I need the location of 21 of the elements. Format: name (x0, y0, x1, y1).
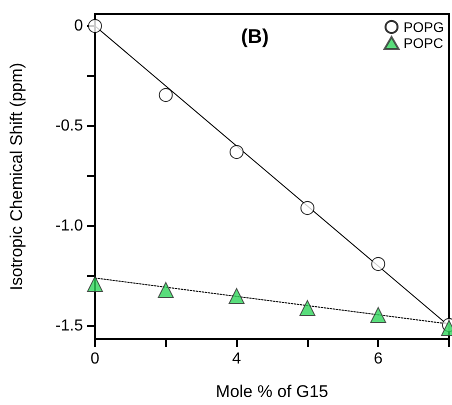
point (158, 282, 174, 298)
y-tick-label: -1.5 (55, 318, 84, 334)
point (230, 145, 244, 159)
point (370, 307, 386, 323)
point (87, 276, 103, 292)
y-axis-title: Isotropic Chemical Shift (ppm) (7, 62, 26, 290)
x-axis-title: Mole % of G15 (216, 382, 328, 401)
y-tick-label: -0.5 (55, 118, 84, 134)
point (299, 300, 316, 316)
point (228, 288, 245, 304)
point (158, 88, 173, 102)
y-tick-label: 0 (74, 18, 84, 34)
x-tick-label: 4 (232, 350, 242, 368)
text: (B) (241, 26, 269, 48)
legend-label: POPG (404, 19, 444, 35)
x-tick-label: 6 (374, 350, 383, 368)
y-tick-label: -1.0 (55, 218, 84, 234)
legend-label: POPC (404, 35, 444, 51)
x-tick-label: 0 (90, 350, 100, 368)
point (371, 257, 386, 271)
point (300, 201, 314, 215)
